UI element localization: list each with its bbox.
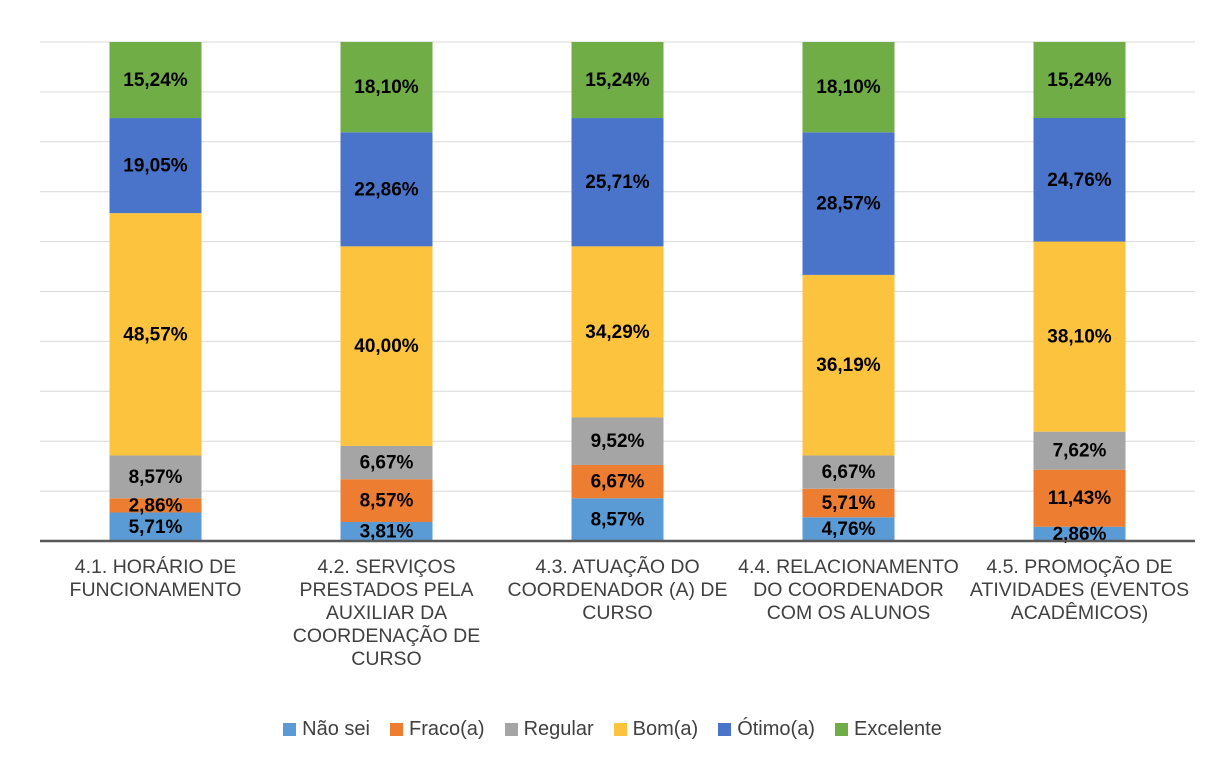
bar-segment xyxy=(109,42,202,119)
data-label: 2,86% xyxy=(1053,524,1107,545)
bar-segment xyxy=(571,246,664,418)
legend-item: Regular xyxy=(504,718,594,741)
data-label: 5,71% xyxy=(822,493,876,514)
data-label: 8,57% xyxy=(591,510,645,531)
bar-segment xyxy=(109,213,202,456)
data-label: 24,76% xyxy=(1047,170,1112,191)
data-label: 22,86% xyxy=(354,179,419,200)
legend-item: Ótimo(a) xyxy=(718,718,815,741)
data-label: 38,10% xyxy=(1047,327,1112,348)
bar-segment xyxy=(1033,241,1126,432)
bar-segment xyxy=(802,488,895,518)
x-tick-label: 4.3. ATUAÇÃO DO COORDENADOR (A) DE CURSO xyxy=(507,556,728,624)
bar-segment xyxy=(340,132,433,247)
x-tick-label: 4.1. HORÁRIO DE FUNCIONAMENTO xyxy=(69,556,242,601)
data-label: 18,10% xyxy=(816,77,881,98)
data-label: 28,57% xyxy=(816,194,881,215)
data-label: 15,24% xyxy=(1047,70,1112,91)
data-label: 3,81% xyxy=(360,522,414,543)
data-label: 18,10% xyxy=(354,77,419,98)
data-label: 7,62% xyxy=(1053,441,1107,462)
data-label: 4,76% xyxy=(822,519,876,540)
bar-segment xyxy=(802,517,895,541)
bar-segment xyxy=(1033,41,1126,118)
legend-swatch xyxy=(613,723,627,736)
legend: Não sei Fraco(a) Regular Bom(a) Ótimo(a) Exce… xyxy=(0,718,1225,741)
x-tick-label: 4.4. RELACIONAMENTO DO COORDENADOR COM O… xyxy=(738,556,959,624)
legend-item: Excelente xyxy=(834,718,942,741)
data-label: 6,67% xyxy=(822,462,876,483)
data-label: 40,00% xyxy=(354,336,419,357)
data-label: 15,24% xyxy=(585,70,650,91)
legend-swatch xyxy=(389,723,403,736)
bar-segment xyxy=(340,521,433,541)
bar-segment xyxy=(340,41,433,133)
bar-segment xyxy=(571,417,664,465)
legend-swatch xyxy=(718,723,732,736)
legend-swatch xyxy=(283,723,297,736)
bar-segment xyxy=(1033,117,1126,242)
legend-swatch xyxy=(504,723,518,736)
bar-segment xyxy=(571,118,664,247)
data-label: 11,43% xyxy=(1048,488,1111,509)
bar-segment xyxy=(109,455,202,499)
bar-segment xyxy=(802,455,895,489)
bar-segment xyxy=(802,132,895,275)
data-label: 6,67% xyxy=(360,453,414,474)
bar-segment xyxy=(109,498,202,513)
legend-label: Ótimo(a) xyxy=(737,718,815,740)
bar-segment xyxy=(1033,469,1126,527)
bar-segment xyxy=(109,512,202,541)
bar-segment xyxy=(109,118,202,214)
legend-label: Regular xyxy=(523,718,594,740)
data-label: 8,57% xyxy=(360,491,414,512)
legend-label: Não sei xyxy=(302,718,370,740)
legend-label: Excelente xyxy=(853,718,942,740)
bar-segment xyxy=(340,445,433,480)
legend-item: Bom(a) xyxy=(613,718,699,741)
data-label: 34,29% xyxy=(585,322,650,343)
data-label: 2,86% xyxy=(129,495,183,516)
data-label: 8,57% xyxy=(129,467,183,488)
data-label: 19,05% xyxy=(123,156,188,177)
legend-item: Não sei xyxy=(283,718,370,741)
data-label: 25,71% xyxy=(585,172,650,193)
x-tick-label: 4.2. SERVIÇOS PRESTADOS PELA AUXILIAR DA… xyxy=(292,556,481,670)
bar-segment xyxy=(571,42,664,119)
bar-segment xyxy=(340,479,433,522)
x-tick-label: 4.5. PROMOÇÃO DE ATIVIDADES (EVENTOS ACA… xyxy=(969,556,1190,624)
bar-segment xyxy=(1033,526,1126,541)
legend-swatch xyxy=(834,723,848,736)
bar-segment xyxy=(340,246,433,446)
legend-item: Fraco(a) xyxy=(389,718,485,741)
data-label: 9,52% xyxy=(591,431,645,452)
bar-segment xyxy=(1033,431,1126,470)
data-label: 6,67% xyxy=(591,472,645,493)
data-label: 5,71% xyxy=(129,517,183,538)
legend-label: Fraco(a) xyxy=(408,718,485,740)
data-label: 48,57% xyxy=(123,324,188,345)
bar-segment xyxy=(571,498,664,541)
bar-segment xyxy=(802,42,895,133)
bar-segment xyxy=(571,464,664,499)
data-label: 15,24% xyxy=(123,70,188,91)
data-label: 36,19% xyxy=(816,355,881,376)
legend-label: Bom(a) xyxy=(632,718,699,740)
bar-segment xyxy=(802,274,895,456)
